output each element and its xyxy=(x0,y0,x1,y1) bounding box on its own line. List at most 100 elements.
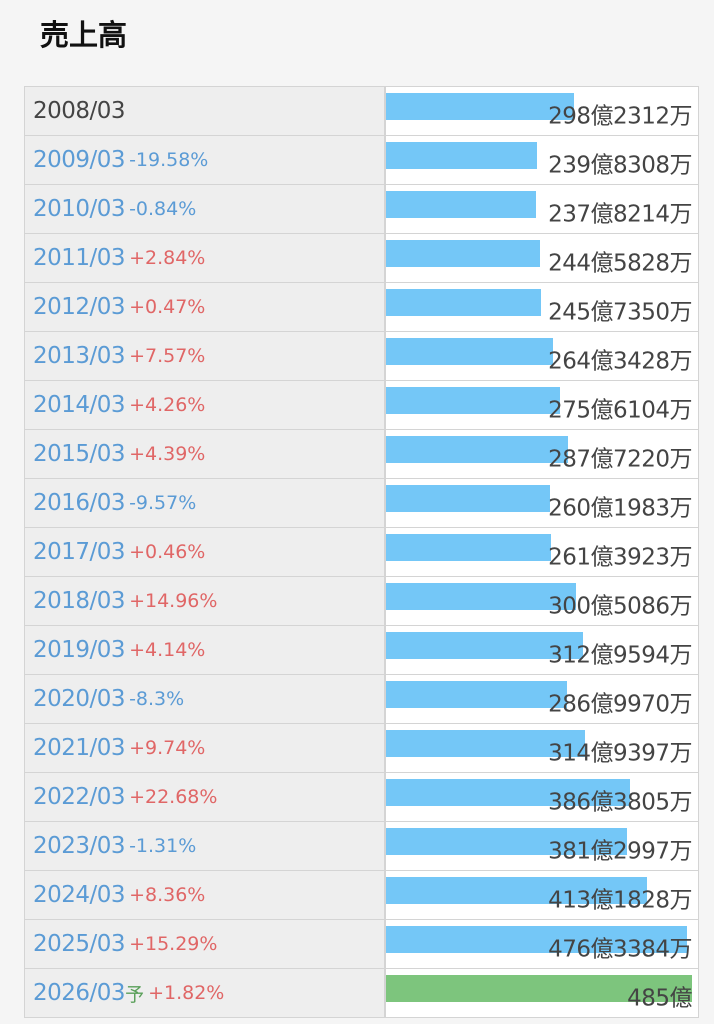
year-cell: 2025/03 +15.29% xyxy=(25,920,386,968)
table-row: 2022/03 +22.68% 386億3805万 xyxy=(25,773,699,822)
change-percent: +4.26% xyxy=(129,394,206,416)
fiscal-year-link[interactable]: 2024/03 xyxy=(33,882,126,908)
sales-bar xyxy=(386,828,627,855)
sales-amount: 298億2312万 xyxy=(548,103,692,130)
amount-cell: 286億9970万 xyxy=(386,675,699,723)
amount-cell: 244億5828万 xyxy=(386,234,699,282)
fiscal-year-link[interactable]: 2021/03 xyxy=(33,735,126,761)
amount-cell: 275億6104万 xyxy=(386,381,699,429)
amount-cell: 237億8214万 xyxy=(386,185,699,233)
fiscal-year-link[interactable]: 2017/03 xyxy=(33,539,126,565)
amount-cell: 386億3805万 xyxy=(386,773,699,821)
table-row: 2021/03 +9.74% 314億9397万 xyxy=(25,724,699,773)
year-cell: 2009/03 -19.58% xyxy=(25,136,386,184)
table-row: 2017/03 +0.46% 261億3923万 xyxy=(25,528,699,577)
change-percent: +0.47% xyxy=(129,296,206,318)
sales-bar xyxy=(386,240,541,267)
sales-amount: 237億8214万 xyxy=(548,201,692,228)
year-cell: 2011/03 +2.84% xyxy=(25,234,386,282)
fiscal-year-link[interactable]: 2022/03 xyxy=(33,784,126,810)
year-cell: 2010/03 -0.84% xyxy=(25,185,386,233)
amount-cell: 264億3428万 xyxy=(386,332,699,380)
sales-bar xyxy=(386,289,542,316)
year-cell: 2024/03 +8.36% xyxy=(25,871,386,919)
change-percent: +0.46% xyxy=(129,541,206,563)
page-title: 売上高 xyxy=(40,18,128,52)
sales-bar xyxy=(386,93,575,120)
year-cell: 2013/03 +7.57% xyxy=(25,332,386,380)
fiscal-year-link[interactable]: 2015/03 xyxy=(33,441,126,467)
fiscal-year-link[interactable]: 2013/03 xyxy=(33,343,126,369)
sales-amount: 244億5828万 xyxy=(548,250,692,277)
sales-bar xyxy=(386,436,568,463)
table-row: 2012/03 +0.47% 245億7350万 xyxy=(25,283,699,332)
forecast-marker: 予 xyxy=(125,983,145,1006)
sales-bar xyxy=(386,338,553,365)
sales-bar xyxy=(386,534,551,561)
year-cell: 2021/03 +9.74% xyxy=(25,724,386,772)
sales-bar xyxy=(386,730,585,757)
fiscal-year-link[interactable]: 2012/03 xyxy=(33,294,126,320)
sales-bar xyxy=(386,926,687,953)
amount-cell: 239億8308万 xyxy=(386,136,699,184)
sales-amount: 381億2997万 xyxy=(548,838,692,865)
table-row: 2015/03 +4.39% 287億7220万 xyxy=(25,430,699,479)
change-percent: +2.84% xyxy=(129,247,206,269)
fiscal-year-link[interactable]: 2014/03 xyxy=(33,392,126,418)
sales-bar xyxy=(386,485,551,512)
year-cell: 2017/03 +0.46% xyxy=(25,528,386,576)
fiscal-year-link[interactable]: 2019/03 xyxy=(33,637,126,663)
sales-bar xyxy=(386,877,647,904)
sales-amount: 476億3384万 xyxy=(548,936,692,963)
fiscal-year-link[interactable]: 2010/03 xyxy=(33,196,126,222)
change-percent: -19.58% xyxy=(129,149,209,171)
fiscal-year-link[interactable]: 2020/03 xyxy=(33,686,126,712)
table-row: 2026/03 予 +1.82% 485億 xyxy=(25,969,699,1018)
amount-cell: 485億 xyxy=(386,969,699,1017)
fiscal-year-link[interactable]: 2011/03 xyxy=(33,245,126,271)
sales-amount: 264億3428万 xyxy=(548,348,692,375)
change-percent: +4.14% xyxy=(129,639,206,661)
amount-cell: 300億5086万 xyxy=(386,577,699,625)
amount-cell: 476億3384万 xyxy=(386,920,699,968)
sales-bar xyxy=(386,681,568,708)
table-row: 2016/03 -9.57% 260億1983万 xyxy=(25,479,699,528)
amount-cell: 312億9594万 xyxy=(386,626,699,674)
fiscal-year-link[interactable]: 2026/03 xyxy=(33,980,126,1006)
amount-cell: 413億1828万 xyxy=(386,871,699,919)
change-percent: +4.39% xyxy=(129,443,206,465)
amount-cell: 381億2997万 xyxy=(386,822,699,870)
table-row: 2014/03 +4.26% 275億6104万 xyxy=(25,381,699,430)
amount-cell: 287億7220万 xyxy=(386,430,699,478)
fiscal-year-link[interactable]: 2018/03 xyxy=(33,588,126,614)
change-percent: -8.3% xyxy=(129,688,185,710)
year-cell: 2022/03 +22.68% xyxy=(25,773,386,821)
change-percent: +14.96% xyxy=(129,590,218,612)
sales-amount: 300億5086万 xyxy=(548,593,692,620)
fiscal-year-link[interactable]: 2025/03 xyxy=(33,931,126,957)
sales-bar xyxy=(386,779,630,806)
change-percent: +8.36% xyxy=(129,884,206,906)
table-row: 2013/03 +7.57% 264億3428万 xyxy=(25,332,699,381)
table-row: 2023/03 -1.31% 381億2997万 xyxy=(25,822,699,871)
change-percent: -1.31% xyxy=(129,835,197,857)
year-cell: 2023/03 -1.31% xyxy=(25,822,386,870)
fiscal-year-link[interactable]: 2023/03 xyxy=(33,833,126,859)
table-row: 2008/03 298億2312万 xyxy=(25,87,699,136)
change-percent: +15.29% xyxy=(129,933,218,955)
sales-amount: 239億8308万 xyxy=(548,152,692,179)
amount-cell: 261億3923万 xyxy=(386,528,699,576)
table-row: 2020/03 -8.3% 286億9970万 xyxy=(25,675,699,724)
year-cell: 2014/03 +4.26% xyxy=(25,381,386,429)
fiscal-year-link[interactable]: 2009/03 xyxy=(33,147,126,173)
table-row: 2019/03 +4.14% 312億9594万 xyxy=(25,626,699,675)
fiscal-year-link[interactable]: 2016/03 xyxy=(33,490,126,516)
table-row: 2024/03 +8.36% 413億1828万 xyxy=(25,871,699,920)
sales-bar xyxy=(386,142,538,169)
table-row: 2011/03 +2.84% 244億5828万 xyxy=(25,234,699,283)
change-percent: +22.68% xyxy=(129,786,218,808)
sales-amount: 485億 xyxy=(627,985,692,1012)
sales-amount: 287億7220万 xyxy=(548,446,692,473)
change-percent: +1.82% xyxy=(148,982,225,1004)
sales-amount: 312億9594万 xyxy=(548,642,692,669)
